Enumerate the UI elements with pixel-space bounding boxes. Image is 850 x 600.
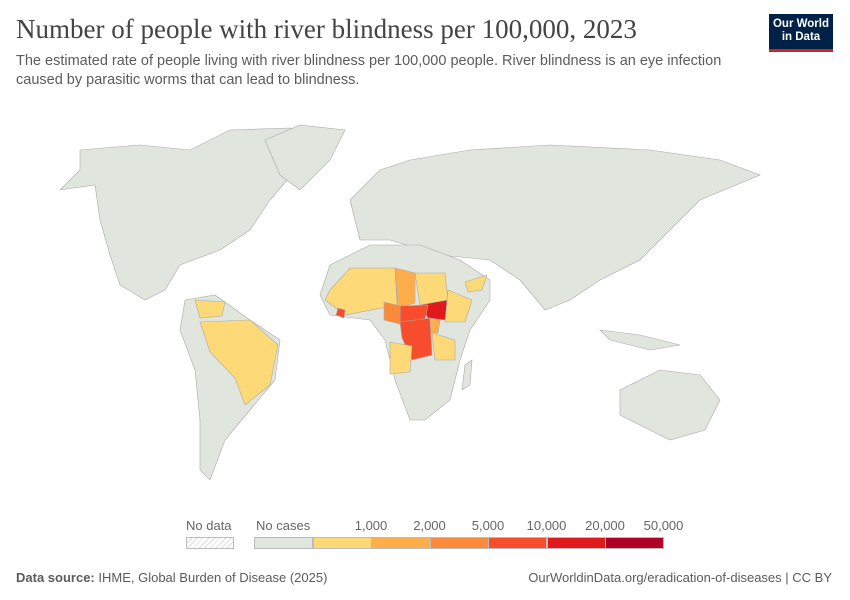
source-text: IHME, Global Burden of Disease (2025) [98,570,328,585]
chart-subtitle: The estimated rate of people living with… [16,53,722,88]
legend-threshold-label: 1,000 [354,518,388,533]
legend-swatch[interactable] [254,537,313,549]
ethiopia [444,289,473,323]
legend-swatch[interactable] [312,537,372,549]
legend-swatch[interactable] [371,537,430,549]
legend-no-data-label: No data [186,518,232,533]
legend-swatch[interactable] [605,537,664,549]
uganda [429,317,441,334]
cameroon [383,301,401,325]
australia [619,369,721,441]
venezuela [194,299,226,319]
sudan [414,272,449,306]
footer-link[interactable]: OurWorldinData.org/eradication-of-diseas… [528,570,832,585]
owid-logo[interactable]: Our World in Data [769,14,833,52]
chad [394,267,416,309]
chart-title: Number of people with river blindness pe… [16,14,637,44]
legend-swatch[interactable] [429,537,489,549]
north-america [59,127,326,301]
yemen [464,274,488,293]
legend-threshold-label: 2,000 [413,518,446,533]
legend-no-data-swatch [186,537,234,549]
tanzania [431,332,456,361]
legend-threshold-label: 5,000 [471,518,505,533]
legend-threshold-label: 10,000 [526,518,567,533]
logo-line1: Our World [772,18,829,30]
data-source: Data source: IHME, Global Burden of Dise… [16,570,327,585]
greenland [264,124,346,191]
legend-swatch[interactable] [488,537,547,549]
madagascar [461,359,473,391]
world-map[interactable] [0,110,850,510]
indonesia [599,329,681,351]
brazil [199,319,279,406]
liberia [335,307,346,319]
angola [389,341,413,375]
legend-swatch[interactable] [546,537,606,549]
logo-line2: in Data [781,31,821,43]
source-label: Data source: [16,570,95,585]
legend-threshold-label: 20,000 [585,518,625,533]
legend-no-cases-label: No cases [256,518,311,533]
legend-threshold-label: 50,000 [643,518,684,533]
